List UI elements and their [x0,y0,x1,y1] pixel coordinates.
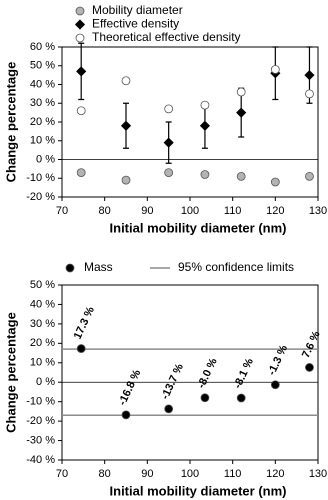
x-tick-label: 130 [309,205,327,217]
data-point [270,380,280,390]
value-label: -8.1 % [232,356,256,390]
y-tick-label: 20 % [30,337,55,349]
x-tick-label: 80 [99,205,111,217]
legend-marker [75,6,85,16]
x-tick-label: 70 [56,468,68,480]
y-axis-title: Change percentage [3,62,18,183]
y-tick-label: 40 % [30,298,55,310]
data-point [199,120,210,131]
legend-label: Mobility diameter [92,3,183,17]
data-point [200,170,210,179]
plot-frame [61,284,319,461]
y-tick-label: -20 % [26,415,55,427]
legend-marker [74,19,86,30]
x-tick-label: 130 [309,468,327,480]
data-point [76,66,87,77]
y-tick-label: -20 % [26,191,55,203]
x-tick-label: 120 [266,205,284,217]
legend-label: Mass [84,260,113,274]
data-point [270,177,280,187]
y-tick-label: 60 % [30,41,55,53]
x-tick-label: 80 [99,468,111,480]
data-point [76,106,86,116]
x-tick-label: 90 [141,205,153,217]
x-axis-title: Initial mobility diameter (nm) [110,483,287,498]
data-point [304,70,315,81]
legend-marker [75,33,85,43]
y-tick-label: 10 % [30,357,55,369]
y-tick-label: 50 % [30,279,55,291]
y-tick-label: 40 % [30,78,55,90]
data-point [305,89,314,99]
x-tick-label: 110 [224,468,242,480]
y-axis-title: Change percentage [3,312,18,433]
y-tick-label: -40 % [26,454,55,466]
y-tick-label: -30 % [26,434,55,446]
y-tick-label: 30 % [30,318,55,330]
data-point [236,107,247,118]
x-tick-label: 100 [181,468,199,480]
y-tick-label: -10 % [26,396,55,408]
legend-label: 95% confidence limits [178,260,294,274]
y-tick-label: -10 % [26,172,55,184]
value-label: -13.7 % [159,362,186,402]
y-tick-label: 10 % [30,135,55,147]
data-point [236,393,246,403]
data-point [164,104,174,114]
data-point [76,168,86,178]
data-point [120,120,132,131]
x-tick-label: 120 [266,468,284,480]
value-label: 17.3 % [72,305,97,341]
legend-label: Theoretical effective density [92,30,241,44]
value-label: -16.8 % [116,368,143,408]
data-point [76,344,86,353]
data-point [164,168,174,178]
data-point [305,363,314,372]
data-point [121,76,131,86]
y-tick-label: 0 % [36,376,55,388]
y-tick-label: 0 % [36,153,55,165]
y-tick-label: 20 % [30,116,55,128]
data-point [163,137,174,148]
data-point [200,100,210,110]
data-point [236,87,246,97]
data-point [121,175,131,185]
data-point [164,404,174,414]
legend-label: Effective density [92,17,179,31]
legend-marker [65,263,75,273]
x-tick-label: 90 [141,468,153,480]
data-point [270,65,280,74]
value-label: 7.6 % [300,329,323,360]
value-label: -8.0 % [195,356,219,390]
value-label: -1.3 % [266,343,290,377]
data-point [236,171,246,181]
x-tick-label: 110 [224,205,242,217]
data-point [200,393,210,403]
data-point [121,410,131,420]
y-tick-label: 30 % [30,97,55,109]
data-point [305,171,314,181]
x-axis-title: Initial mobility diameter (nm) [110,220,287,235]
x-tick-label: 100 [181,205,199,217]
y-tick-label: 50 % [30,60,55,72]
x-tick-label: 70 [56,205,68,217]
